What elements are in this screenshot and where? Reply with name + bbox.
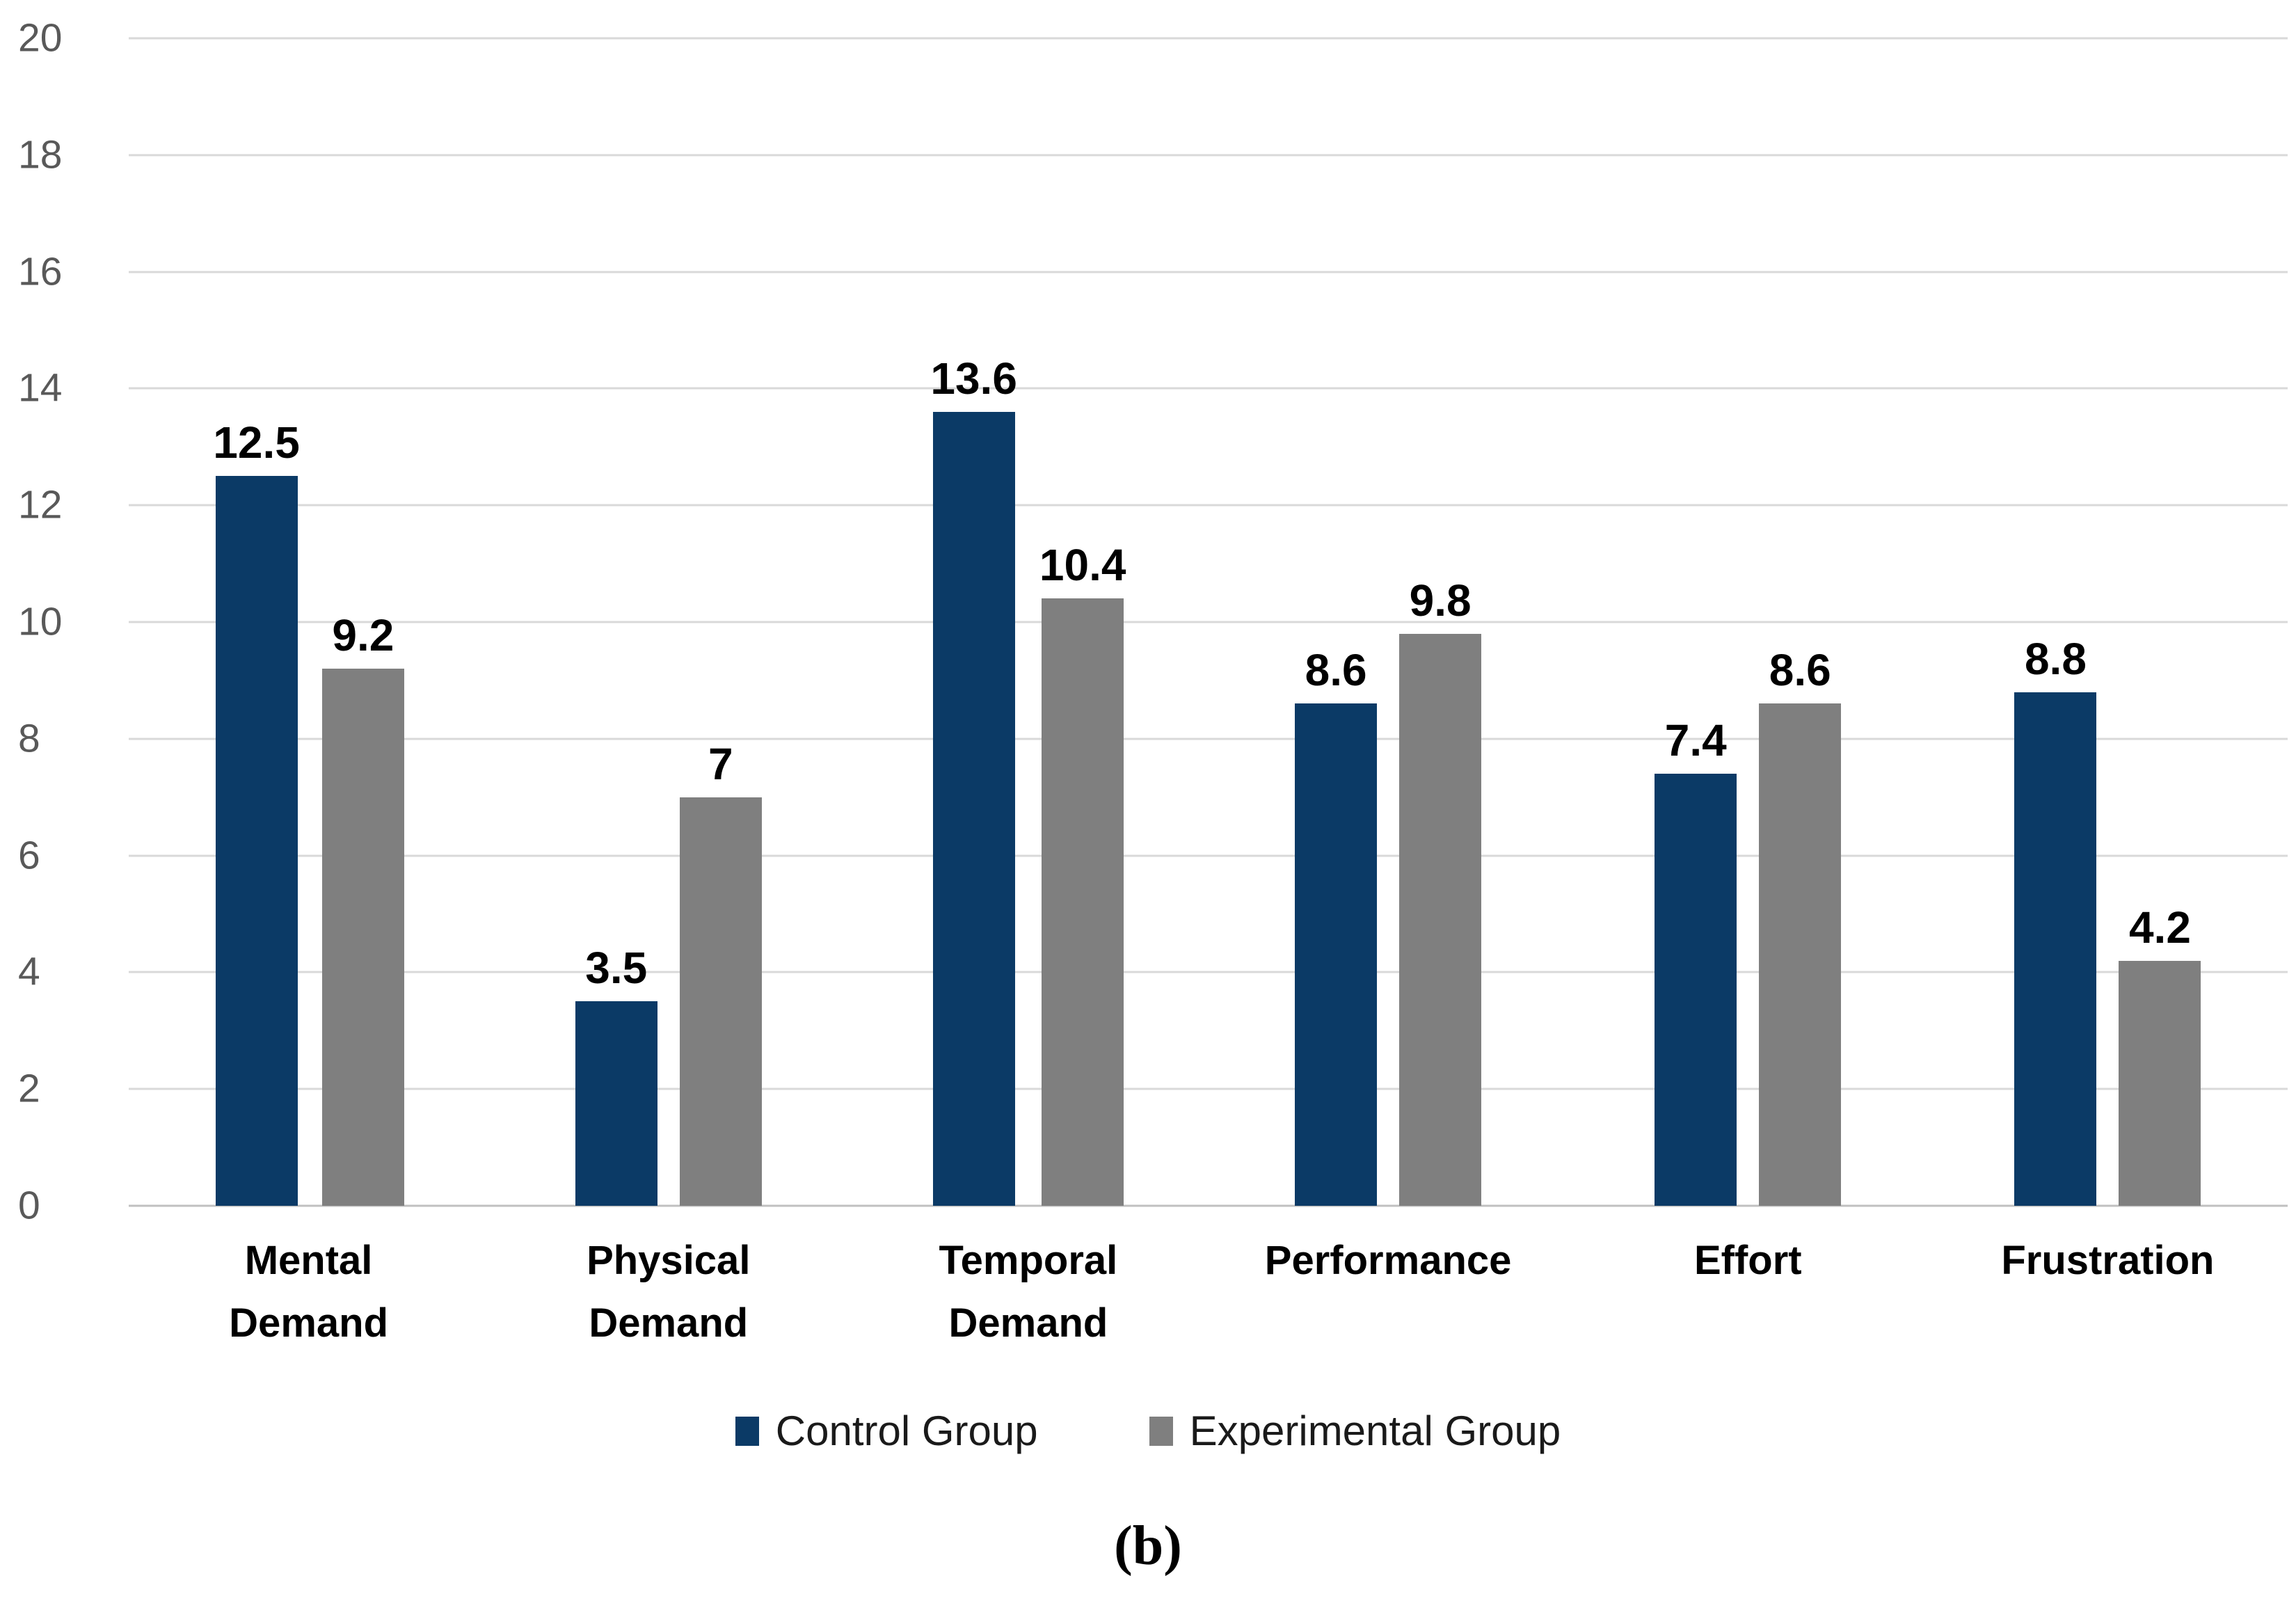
bar	[215, 476, 298, 1206]
bar-value-label: 8.8	[2024, 633, 2087, 684]
legend-item-experimental-group: Experimental Group	[1149, 1410, 1561, 1452]
bar-group: 3.5 7	[488, 38, 848, 1206]
bar-value-label: 12.5	[213, 417, 300, 468]
y-axis: 0 2 4 6 8 10 12 14 16 18 20	[0, 18, 129, 1225]
bar-value-label: 3.5	[585, 943, 648, 994]
y-tick-label: 8	[18, 716, 40, 761]
gridline	[129, 854, 2288, 857]
bar-group: 13.6 10.4	[848, 38, 1208, 1206]
gridline	[129, 1088, 2288, 1090]
bar-value-label: 8.6	[1305, 645, 1367, 696]
y-tick-label: 18	[18, 132, 63, 177]
plot-area: 12.5 9.2 3.5 7 13.6 10.4 8.6 9.8 7.4 8.6 8.8 4.2	[129, 37, 2288, 1207]
category-label: Frustration	[2001, 1238, 2215, 1283]
bar-value-label: 4.2	[2128, 902, 2191, 953]
experimental-group-swatch-icon	[1149, 1416, 1173, 1446]
legend: Control Group Experimental Group	[0, 1410, 2296, 1452]
gridline	[129, 154, 2288, 157]
category-label: Performance	[1264, 1238, 1512, 1283]
bar-unit: 9.8	[1399, 38, 1482, 1206]
bar-unit: 8.8	[2014, 38, 2097, 1206]
gridline	[129, 387, 2288, 390]
legend-label: Experimental Group	[1189, 1407, 1561, 1454]
gridline	[129, 738, 2288, 740]
category-label: Physical Demand	[587, 1238, 751, 1346]
y-tick-label: 14	[18, 365, 63, 411]
bar-group: 8.6 9.8	[1209, 38, 1568, 1206]
bar-unit: 8.6	[1295, 38, 1378, 1206]
gridline	[129, 621, 2288, 623]
x-axis-category-labels: Mental Demand Physical Demand Temporal Dem…	[129, 1229, 2288, 1355]
y-tick-label: 20	[18, 15, 63, 61]
bar	[1759, 703, 1842, 1206]
bar-value-label: 9.8	[1409, 575, 1472, 626]
control-group-swatch-icon	[735, 1416, 759, 1446]
bar	[2119, 960, 2201, 1206]
y-tick-label: 10	[18, 599, 63, 644]
bar-groups: 12.5 9.2 3.5 7 13.6 10.4 8.6 9.8 7.4 8.6 8.8 4.2	[129, 38, 2288, 1206]
bar-unit: 12.5	[213, 38, 300, 1206]
bar-value-label: 7	[708, 738, 733, 789]
bar-value-label: 7.4	[1664, 715, 1727, 766]
bar	[321, 669, 404, 1206]
legend-label: Control Group	[775, 1407, 1038, 1454]
bar-unit: 9.2	[321, 38, 404, 1206]
legend-item-control-group: Control Group	[735, 1410, 1038, 1452]
bar-unit: 10.4	[1039, 38, 1126, 1206]
gridline	[129, 504, 2288, 507]
category-label: Mental Demand	[229, 1238, 388, 1346]
bar-group: 7.4 8.6	[1568, 38, 1928, 1206]
bar-value-label: 10.4	[1039, 540, 1126, 591]
bar-group: 8.8 4.2	[1928, 38, 2288, 1206]
bar	[679, 797, 762, 1206]
bar	[1295, 703, 1378, 1206]
bar-unit: 7.4	[1655, 38, 1737, 1206]
bar	[575, 1001, 657, 1206]
y-tick-label: 0	[18, 1183, 40, 1228]
bar	[1399, 633, 1482, 1206]
bar-unit: 13.6	[930, 38, 1017, 1206]
bar-value-label: 8.6	[1769, 645, 1831, 696]
bar-unit: 3.5	[575, 38, 657, 1206]
category-label: Effort	[1693, 1238, 1802, 1283]
bar-unit: 7	[679, 38, 762, 1206]
bar-unit: 8.6	[1759, 38, 1842, 1206]
y-tick-label: 2	[18, 1066, 40, 1111]
bar-group: 12.5 9.2	[129, 38, 488, 1206]
gridline	[129, 971, 2288, 973]
y-tick-label: 6	[18, 833, 40, 878]
bar	[932, 411, 1015, 1206]
y-tick-label: 12	[18, 482, 63, 527]
category-label: Temporal Demand	[939, 1238, 1118, 1346]
y-tick-label: 16	[18, 249, 63, 294]
bar	[1042, 598, 1124, 1206]
bar-unit: 4.2	[2119, 38, 2201, 1206]
bar-value-label: 13.6	[930, 353, 1017, 404]
gridline	[129, 37, 2288, 40]
y-tick-label: 4	[18, 949, 40, 994]
figure-caption: (b)	[1114, 1515, 1182, 1577]
bar	[2014, 692, 2097, 1206]
bar-value-label: 9.2	[332, 610, 394, 661]
x-axis-baseline	[129, 1204, 2288, 1207]
gridline	[129, 271, 2288, 273]
bar	[1655, 774, 1737, 1206]
chart-area: 0 2 4 6 8 10 12 14 16 18 20 12.5 9.2 3.5 7 13.6 10.4 8.6…	[0, 18, 2296, 1225]
